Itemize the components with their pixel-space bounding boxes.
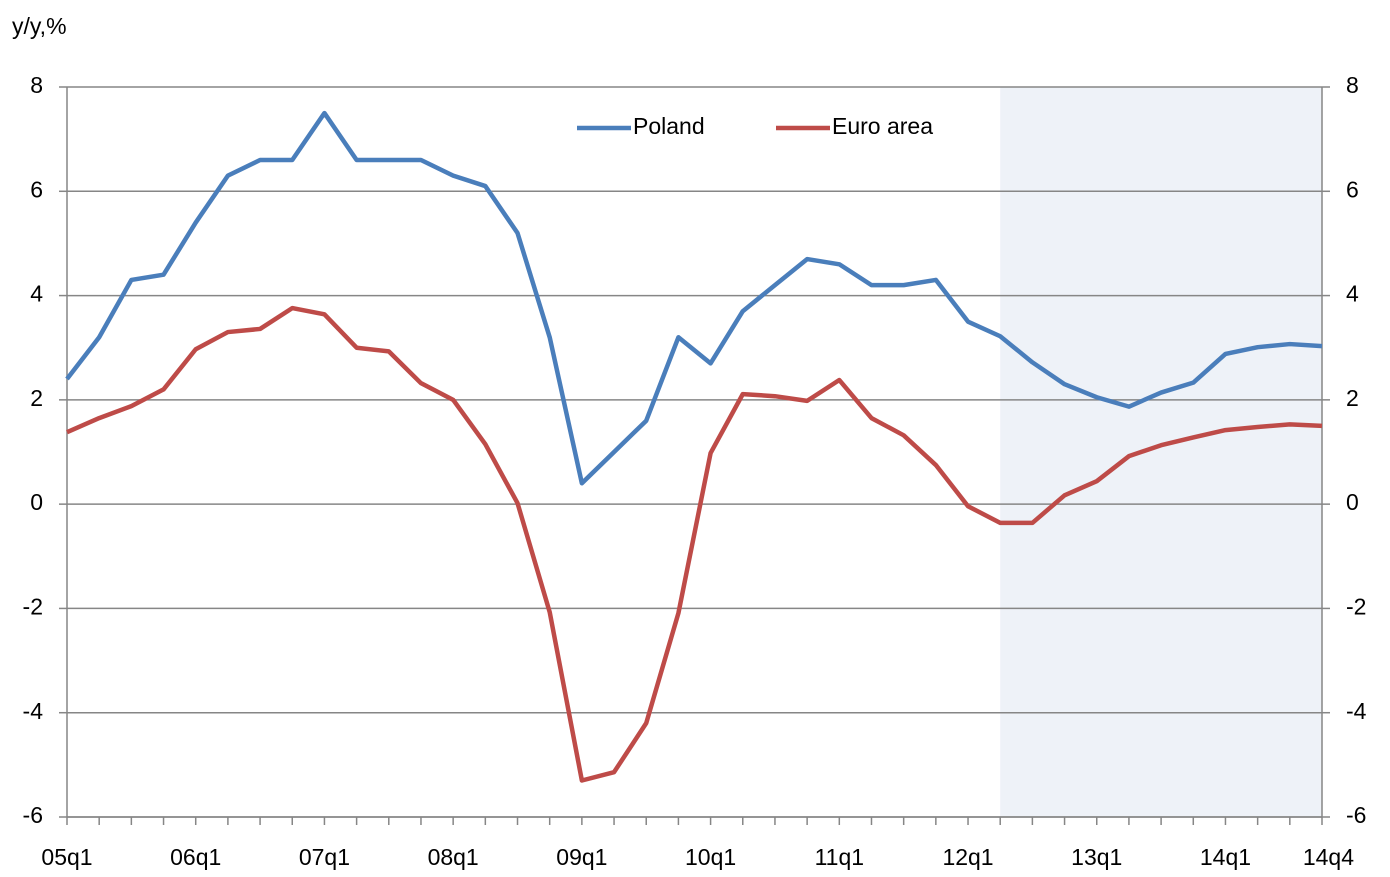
y2-tick-label: -4 [1346,698,1367,724]
x-tick-label: 12q1 [942,844,993,870]
x-tick-label: 09q1 [556,844,607,870]
x-tick-label: 13q1 [1071,844,1122,870]
y-tick-label: -2 [23,594,43,620]
y2-tick-label: -6 [1346,802,1366,828]
series-line [65,110,1323,486]
axis-label: y/y,% [12,13,67,39]
y-tick-label: 4 [30,281,43,307]
y2-tick-label: 4 [1346,281,1359,307]
x-tick-label: 10q1 [685,844,736,870]
x-tick-label: 06q1 [170,844,221,870]
x-tick-label: 07q1 [299,844,350,870]
shaded-region [1000,87,1322,817]
legend-label: Poland [633,113,705,139]
y2-tick-label: 6 [1346,176,1359,202]
series-line [66,305,1323,783]
y-tick-label: 8 [30,72,43,98]
y-tick-label: -6 [23,802,43,828]
x-tick-label: 05q1 [41,844,92,870]
y2-tick-label: 2 [1346,385,1359,411]
y2-tick-label: 0 [1346,489,1359,515]
x-tick-label: 08q1 [428,844,479,870]
y2-tick-label: 8 [1346,72,1359,98]
x-tick-label: 14q1 [1200,844,1251,870]
y2-tick-label: -2 [1346,594,1366,620]
y-tick-label: -4 [23,698,44,724]
y-tick-label: 6 [30,176,43,202]
y-tick-label: 0 [30,489,43,515]
x-tick-label: 14q4 [1303,844,1354,870]
y-tick-label: 2 [30,385,43,411]
x-tick-label: 11q1 [815,844,864,870]
legend-label: Euro area [832,113,933,139]
